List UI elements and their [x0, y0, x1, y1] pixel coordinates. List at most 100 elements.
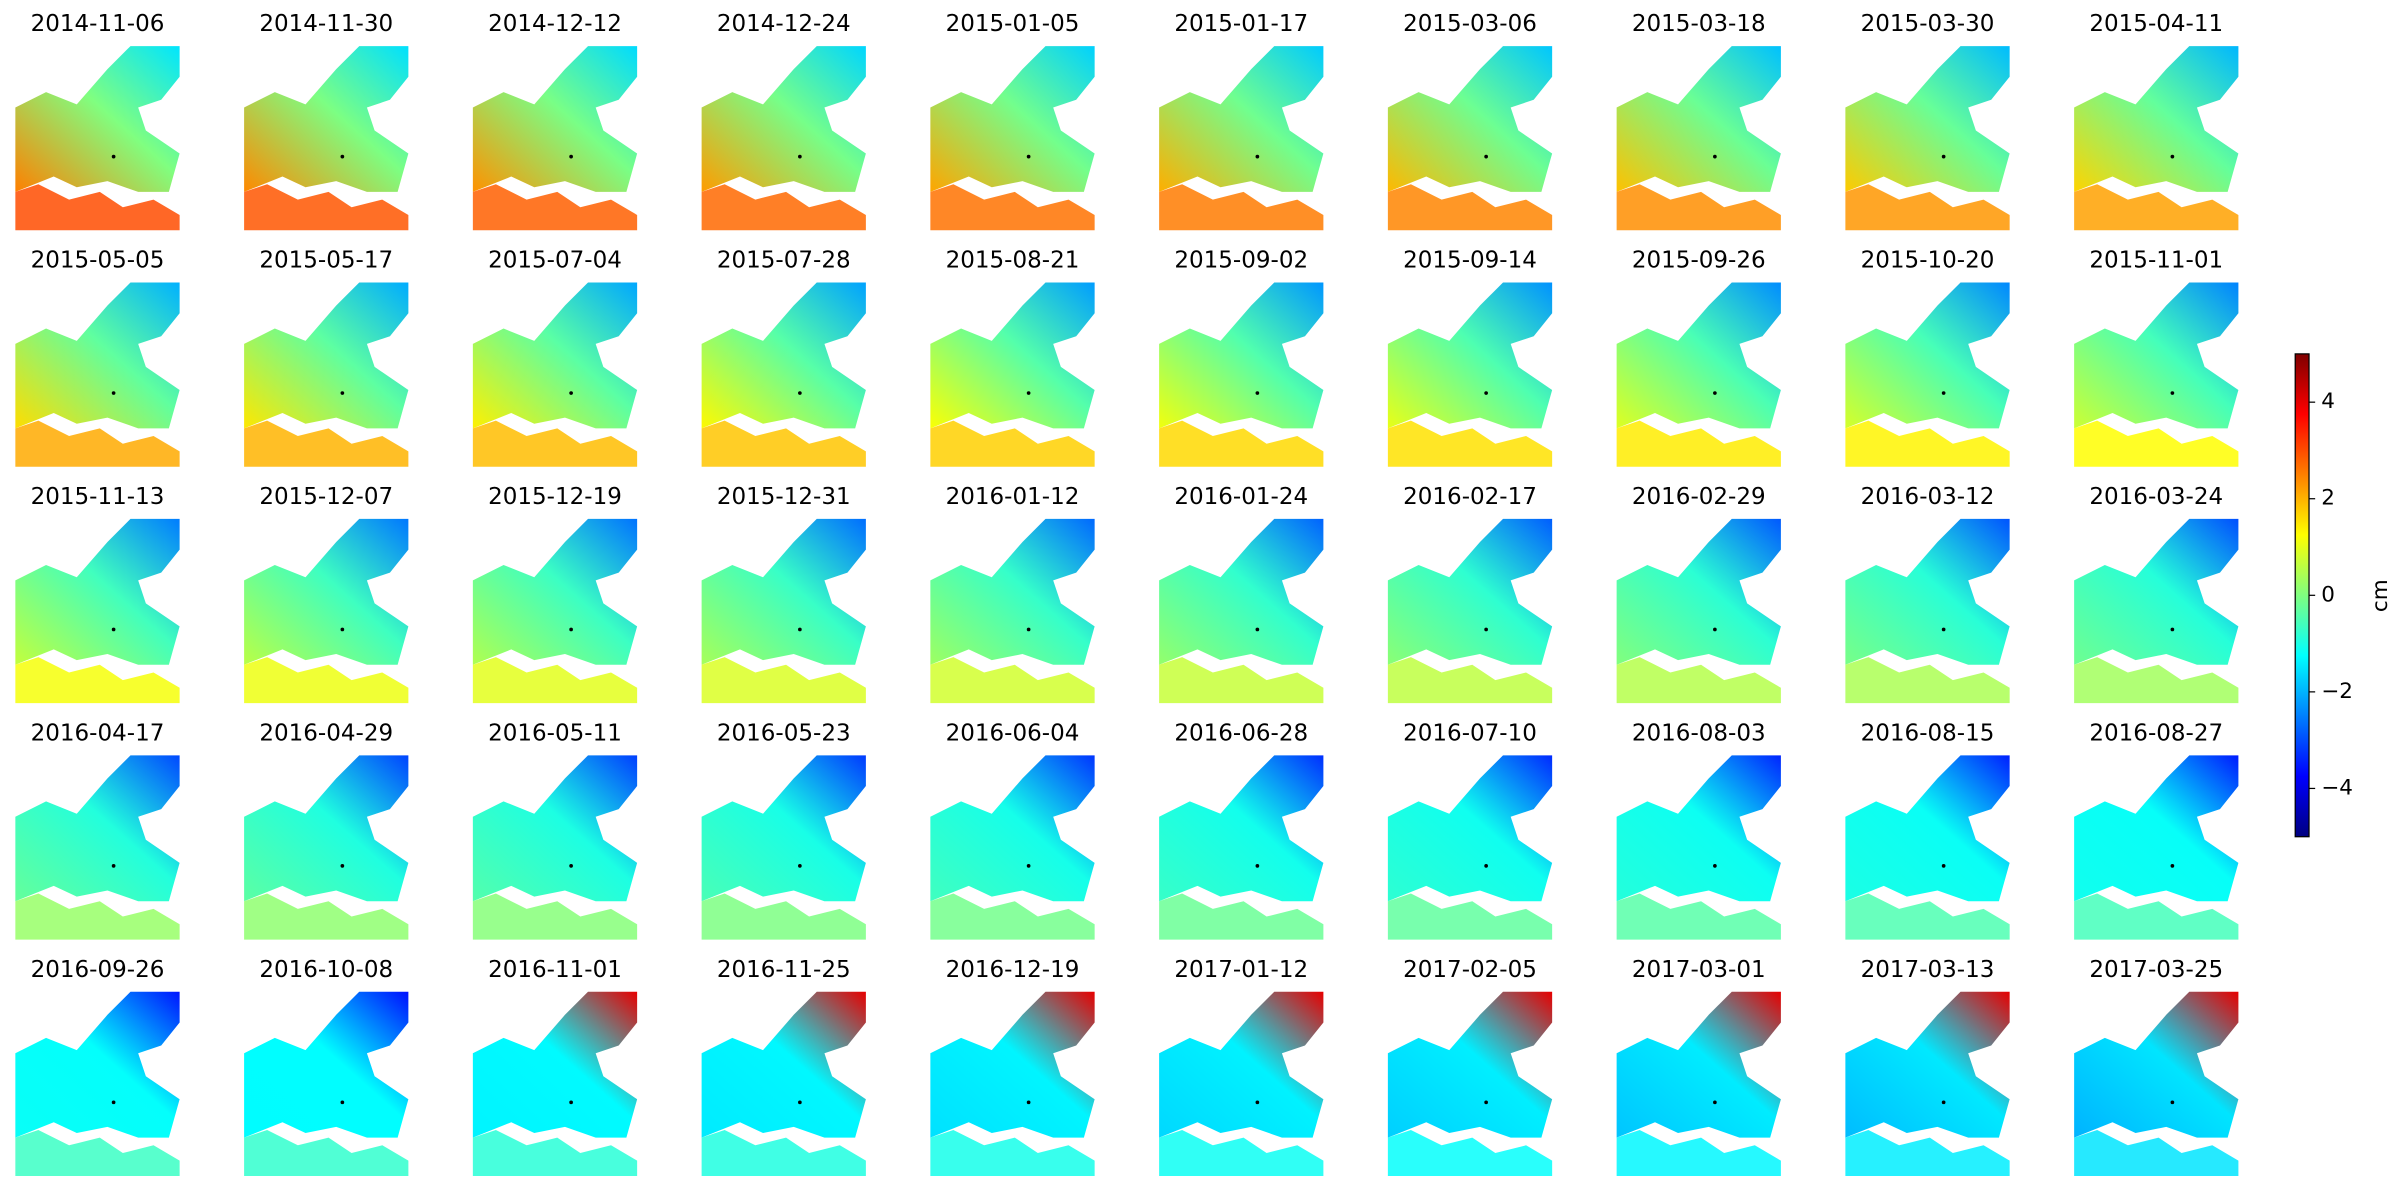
coherent-area — [701, 755, 866, 902]
map-panel — [1159, 46, 1324, 231]
panel-title: 2016-07-10 — [1403, 720, 1537, 746]
map-panel — [1845, 282, 2010, 467]
map-panel — [1616, 282, 1781, 467]
map-panel — [930, 518, 1095, 704]
reference-point — [1255, 154, 1260, 159]
coherent-area — [1387, 991, 1553, 1138]
lowland-area — [1387, 184, 1553, 231]
map-panel — [930, 755, 1095, 940]
map-panel — [472, 991, 638, 1177]
map-panel — [930, 991, 1095, 1177]
lowland-area — [930, 1129, 1095, 1177]
reference-point — [1484, 864, 1488, 868]
map-panel — [2074, 518, 2239, 704]
lowland-area — [1387, 420, 1553, 467]
lowland-area — [1387, 657, 1553, 704]
map-panel — [701, 991, 866, 1177]
panel-title: 2016-11-01 — [488, 957, 622, 983]
panel-title: 2015-03-18 — [1632, 11, 1766, 37]
panel-title: 2015-03-30 — [1861, 11, 1995, 37]
panel-title: 2016-01-24 — [1174, 484, 1308, 510]
lowland-area — [1387, 893, 1553, 940]
panel-title: 2014-12-24 — [717, 11, 851, 37]
lowland-area — [2074, 1129, 2239, 1177]
reference-point — [111, 391, 116, 395]
coherent-area — [1159, 46, 1324, 192]
coherent-area — [1845, 755, 2010, 902]
lowland-area — [1159, 420, 1324, 467]
panel-title: 2015-08-21 — [946, 248, 1080, 274]
map-panel — [1845, 991, 2010, 1177]
reference-point — [340, 391, 345, 395]
coherent-area — [1845, 518, 2010, 665]
coherent-area — [1616, 755, 1781, 902]
reference-point — [1026, 154, 1031, 159]
coherent-area — [930, 46, 1095, 192]
coherent-area — [244, 282, 409, 429]
lowland-area — [1845, 184, 2010, 231]
panel-title: 2015-07-28 — [717, 248, 851, 274]
panel-title: 2016-02-29 — [1632, 484, 1766, 510]
reference-point — [111, 627, 116, 632]
reference-point — [798, 391, 802, 395]
lowland-area — [1845, 657, 2010, 704]
panel-title: 2015-03-06 — [1403, 11, 1537, 37]
lowland-area — [472, 420, 638, 467]
coherent-area — [472, 991, 638, 1138]
coherent-area — [472, 46, 638, 192]
panel-title: 2016-11-25 — [717, 957, 851, 983]
coherent-area — [244, 991, 409, 1138]
map-panel — [15, 46, 180, 231]
map-panel — [930, 46, 1095, 231]
map-panel — [15, 282, 180, 467]
coherent-area — [930, 755, 1095, 902]
map-panel — [2074, 991, 2239, 1177]
panel-title: 2016-06-28 — [1174, 720, 1308, 746]
lowland-area — [701, 657, 866, 704]
lowland-area — [1845, 420, 2010, 467]
panel-title: 2016-03-12 — [1861, 484, 1995, 510]
map-panel — [1845, 46, 2010, 231]
lowland-area — [930, 184, 1095, 231]
lowland-area — [2074, 893, 2239, 940]
map-panel — [244, 518, 409, 704]
panel-title: 2015-12-19 — [488, 484, 622, 510]
reference-point — [1255, 627, 1260, 632]
lowland-area — [15, 893, 180, 940]
panel-title: 2016-03-24 — [2089, 484, 2223, 510]
lowland-area — [15, 1129, 180, 1177]
map-panel — [701, 46, 866, 231]
map-panel — [1616, 518, 1781, 704]
map-panel — [1387, 755, 1553, 940]
lowland-area — [930, 893, 1095, 940]
coherent-area — [1159, 518, 1324, 665]
lowland-area — [930, 420, 1095, 467]
map-panel — [701, 518, 866, 704]
coherent-area — [15, 518, 180, 665]
lowland-area — [701, 184, 866, 231]
reference-point — [340, 154, 345, 159]
coherent-area — [472, 518, 638, 665]
panel-title: 2014-12-12 — [488, 11, 622, 37]
lowland-area — [1616, 184, 1781, 231]
reference-point — [1941, 391, 1946, 395]
colorbar-tick-label: 4 — [2321, 389, 2335, 414]
reference-point — [1026, 864, 1031, 868]
map-panel — [1159, 991, 1324, 1177]
map-panel — [2074, 755, 2239, 940]
map-panel — [701, 755, 866, 940]
colorbar-tick-label: 0 — [2321, 582, 2335, 607]
map-panel — [1387, 518, 1553, 704]
lowland-area — [472, 893, 638, 940]
coherent-area — [15, 991, 180, 1138]
lowland-area — [1616, 420, 1781, 467]
lowland-area — [1845, 893, 2010, 940]
map-panel — [244, 282, 409, 467]
coherent-area — [930, 282, 1095, 429]
panel-title: 2016-09-26 — [31, 957, 165, 983]
reference-point — [569, 864, 573, 868]
reference-point — [1941, 627, 1946, 632]
panel-title: 2015-11-13 — [31, 484, 165, 510]
lowland-area — [244, 420, 409, 467]
